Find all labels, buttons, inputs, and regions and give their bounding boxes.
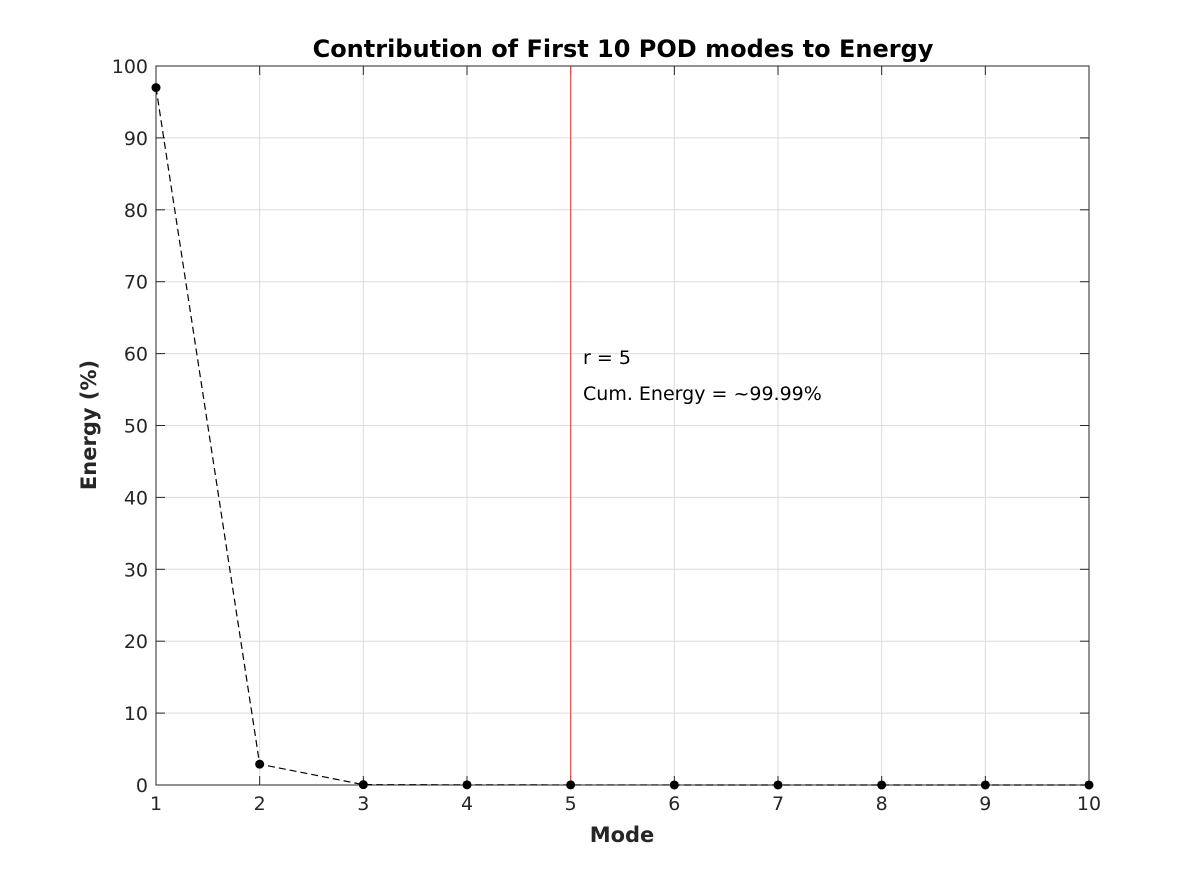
y-tick-label: 10	[124, 703, 148, 725]
annotation-text: Cum. Energy = ~99.99%	[583, 383, 822, 405]
x-tick-label: 9	[979, 793, 991, 815]
annotation-text: r = 5	[583, 347, 631, 369]
x-tick-label: 4	[461, 793, 473, 815]
y-tick-label: 40	[124, 487, 148, 509]
y-axis-label: Energy (%)	[77, 360, 101, 490]
chart-title: Contribution of First 10 POD modes to En…	[313, 35, 934, 63]
x-tick-label: 6	[668, 793, 680, 815]
series-group	[151, 83, 1094, 790]
data-point	[773, 780, 783, 790]
x-tick-label: 7	[772, 793, 784, 815]
data-point	[358, 780, 368, 790]
data-point	[877, 780, 887, 790]
data-point	[151, 83, 161, 93]
x-tick-label: 8	[876, 793, 888, 815]
series-line	[155, 87, 1089, 786]
data-point	[255, 759, 265, 769]
x-tick-label: 1	[150, 793, 162, 815]
y-tick-label: 50	[124, 416, 148, 438]
x-tick-label: 10	[1077, 793, 1101, 815]
x-tick-label: 5	[565, 793, 577, 815]
y-tick-label: 80	[124, 200, 148, 222]
y-tick-label: 0	[136, 775, 148, 797]
y-tick-label: 60	[124, 344, 148, 366]
y-tick-label: 70	[124, 272, 148, 294]
y-tick-label: 30	[124, 559, 148, 581]
data-point	[566, 780, 576, 790]
data-point	[669, 780, 679, 790]
grid	[155, 65, 1090, 786]
y-tick-label: 90	[124, 128, 148, 150]
x-axis-label: Mode	[590, 823, 655, 847]
annotations: r = 5 Cum. Energy = ~99.99%	[583, 347, 822, 405]
y-tick-label: 20	[124, 631, 148, 653]
data-point	[1084, 780, 1094, 790]
y-tick-label: 100	[112, 56, 148, 78]
x-tick-label: 2	[254, 793, 266, 815]
x-tick-label: 3	[357, 793, 369, 815]
data-point	[462, 780, 472, 790]
data-point	[980, 780, 990, 790]
